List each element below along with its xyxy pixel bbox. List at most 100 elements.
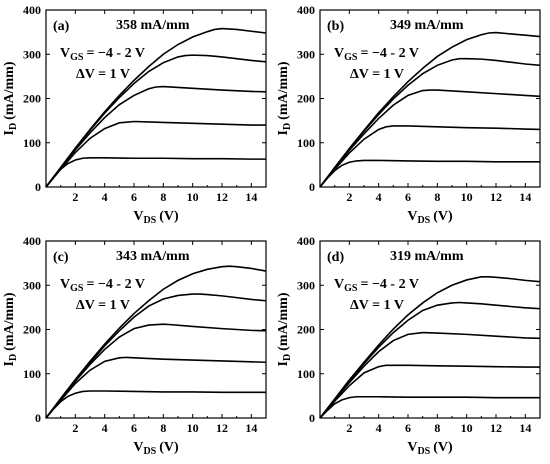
x-tick-label: 8 xyxy=(434,421,440,435)
id-vds-curve-5 xyxy=(45,265,267,419)
id-vds-curve-2 xyxy=(45,120,266,188)
panel-a: 0 100 200 300 400 2 4 6 8 10 12 14 VDS (V) ID (mA/mm) (a… xyxy=(2,3,267,226)
id-vds-curve-4 xyxy=(319,301,541,419)
x-axis-label-unit: (V) xyxy=(159,209,179,224)
y-axis-label-subscript: D xyxy=(8,354,19,361)
y-tick-label: 300 xyxy=(297,47,315,61)
x-tick-label: 4 xyxy=(376,190,382,204)
y-tick-label: 200 xyxy=(297,92,315,106)
y-tick-label: 300 xyxy=(23,47,41,61)
y-tick-label: 400 xyxy=(23,3,41,17)
panel-d: 0 100 200 300 400 2 4 6 8 10 12 14 VDS (V) ID (mA/mm) (d… xyxy=(276,234,541,457)
peak-current-label: 358 mA/mm xyxy=(116,18,190,33)
id-vds-curve-1 xyxy=(45,156,266,188)
vgs-range-label: VGS = −4 - 2 V xyxy=(334,277,419,294)
y-axis-label-symbol: I xyxy=(2,361,17,366)
panel-letter: (d) xyxy=(327,250,344,265)
y-tick-label: 200 xyxy=(297,323,315,337)
x-tick-label: 4 xyxy=(102,421,108,435)
x-axis-label-symbol: V xyxy=(133,209,143,224)
id-vds-curve-3 xyxy=(45,323,267,419)
x-tick-label: 2 xyxy=(72,190,78,204)
delta-v-label: ΔV = 1 V xyxy=(76,67,130,82)
x-axis-label-symbol: V xyxy=(407,209,417,224)
id-vds-curve-2 xyxy=(319,125,541,188)
x-axis-label: VDS (V) xyxy=(407,440,453,457)
y-tick-label: 300 xyxy=(23,278,41,292)
x-axis-label-subscript: DS xyxy=(417,215,430,226)
y-tick-label: 200 xyxy=(23,92,41,106)
vgs-range-label: VGS = −4 - 2 V xyxy=(334,46,419,63)
y-tick-label: 0 xyxy=(309,411,315,425)
panel-b: 0 100 200 300 400 2 4 6 8 10 12 14 VDS (V) ID (mA/mm) (b… xyxy=(276,3,541,226)
y-tick-label: 300 xyxy=(297,278,315,292)
id-vds-curve-5 xyxy=(319,31,541,188)
x-axis-label: VDS (V) xyxy=(133,209,179,226)
y-tick-label: 100 xyxy=(297,136,315,150)
id-vds-curve-3 xyxy=(319,331,541,419)
y-axis-label: ID (mA/mm) xyxy=(276,292,293,366)
y-axis-label: ID (mA/mm) xyxy=(2,61,19,135)
id-vds-curve-3 xyxy=(45,85,267,188)
x-axis-label-subscript: DS xyxy=(143,215,156,226)
y-axis-label-symbol: I xyxy=(276,361,291,366)
panel-letter: (c) xyxy=(53,250,69,265)
panel-letter: (b) xyxy=(327,19,344,34)
vgs-range-label: VGS = −4 - 2 V xyxy=(60,277,145,294)
x-tick-label: 14 xyxy=(245,421,257,435)
vgs-range-value: −4 - 2 V xyxy=(372,46,419,61)
plot-frame xyxy=(45,9,267,188)
x-tick-label: 10 xyxy=(187,421,199,435)
x-tick-label: 14 xyxy=(519,421,531,435)
x-tick-label: 6 xyxy=(131,190,137,204)
x-tick-label: 6 xyxy=(405,421,411,435)
x-tick-label: 4 xyxy=(102,190,108,204)
y-tick-label: 100 xyxy=(297,367,315,381)
x-tick-label: 10 xyxy=(461,421,473,435)
y-axis-label-subscript: D xyxy=(282,354,293,361)
peak-current-label: 343 mA/mm xyxy=(116,249,190,264)
x-tick-label: 6 xyxy=(405,190,411,204)
x-axis-label-unit: (V) xyxy=(433,440,453,455)
x-tick-label: 8 xyxy=(160,421,166,435)
x-tick-label: 12 xyxy=(216,421,228,435)
delta-v-label: ΔV = 1 V xyxy=(350,298,404,313)
vgs-range-value: −4 - 2 V xyxy=(98,46,145,61)
y-tick-label: 400 xyxy=(297,3,315,17)
x-tick-label: 14 xyxy=(245,190,257,204)
x-tick-label: 2 xyxy=(72,421,78,435)
y-axis-label-unit: (mA/mm) xyxy=(2,292,17,351)
y-axis-label: ID (mA/mm) xyxy=(276,61,293,135)
x-axis-label-subscript: DS xyxy=(143,446,156,457)
vgs-range-value: −4 - 2 V xyxy=(98,277,145,292)
delta-v-label: ΔV = 1 V xyxy=(76,298,130,313)
x-axis-label-subscript: DS xyxy=(417,446,430,457)
x-tick-label: 8 xyxy=(434,190,440,204)
y-axis-label-unit: (mA/mm) xyxy=(2,61,17,120)
x-axis-label-symbol: V xyxy=(407,440,417,455)
x-tick-label: 4 xyxy=(376,421,382,435)
x-axis-label-symbol: V xyxy=(133,440,143,455)
y-axis-label-unit: (mA/mm) xyxy=(276,61,291,120)
id-vds-curve-5 xyxy=(45,27,267,188)
id-vds-curve-1 xyxy=(319,159,540,188)
y-tick-label: 0 xyxy=(309,180,315,194)
x-axis-label-unit: (V) xyxy=(159,440,179,455)
peak-current-label: 349 mA/mm xyxy=(390,18,464,33)
y-axis-label-subscript: D xyxy=(8,123,19,130)
x-tick-label: 10 xyxy=(461,190,473,204)
id-vds-curve-3 xyxy=(319,89,541,188)
y-tick-label: 200 xyxy=(23,323,41,337)
y-tick-label: 400 xyxy=(23,234,41,248)
plot-frame xyxy=(319,240,541,419)
x-tick-label: 12 xyxy=(216,190,228,204)
vgs-range-value: −4 - 2 V xyxy=(372,277,419,292)
y-tick-label: 0 xyxy=(35,180,41,194)
id-vds-curve-2 xyxy=(45,356,267,419)
y-axis-label-unit: (mA/mm) xyxy=(276,292,291,351)
y-axis-label-symbol: I xyxy=(2,130,17,135)
x-axis-label: VDS (V) xyxy=(133,440,179,457)
y-tick-label: 400 xyxy=(297,234,315,248)
